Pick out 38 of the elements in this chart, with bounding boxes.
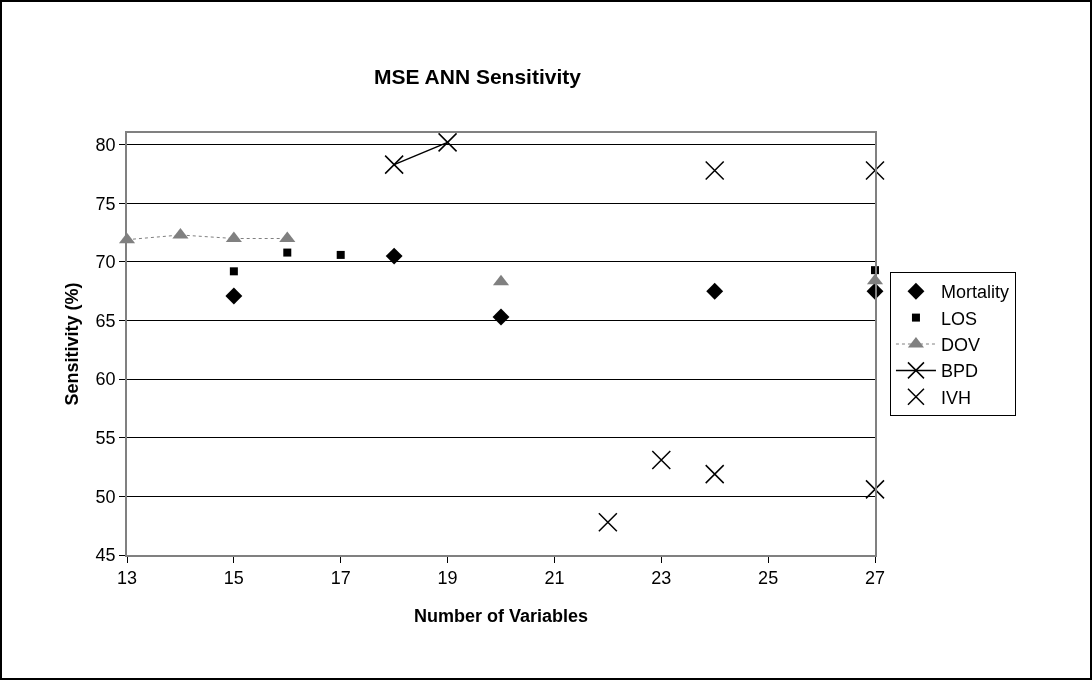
x-tick-label: 23: [651, 568, 672, 589]
point: [336, 250, 345, 259]
x-tick-label: 25: [758, 568, 779, 589]
y-tick-label: 45: [95, 545, 116, 566]
y-tick-label: 60: [95, 369, 116, 390]
y-tick-label: 80: [95, 135, 116, 156]
legend-label: BPD: [940, 361, 978, 382]
point: [704, 464, 725, 484]
legend-label: IVH: [940, 387, 971, 408]
legend-label: Mortality: [940, 282, 1009, 303]
point: [225, 287, 243, 305]
x-tick-label: 21: [544, 568, 565, 589]
point: [229, 267, 238, 276]
x-tick-label: 13: [116, 568, 138, 589]
y-tick-label: 65: [95, 310, 116, 331]
point: [865, 479, 885, 500]
point: [704, 160, 725, 181]
point: [492, 308, 510, 326]
point: [172, 227, 189, 239]
point: [706, 282, 724, 300]
y-axis-title: Sensitivity (%): [62, 282, 83, 406]
point: [651, 450, 672, 470]
y-tick-label: 75: [95, 193, 116, 214]
x-axis-title: Number of Variables: [413, 605, 589, 626]
legend-label: DOV: [940, 335, 980, 356]
y-tick-label: 70: [95, 252, 116, 273]
point: [598, 512, 618, 532]
chart-title: MSE ANN Sensitivity: [373, 64, 582, 88]
x-tick-label: 27: [864, 568, 886, 589]
y-tick-label: 55: [95, 428, 116, 449]
point: [283, 248, 292, 257]
legend-label: LOS: [940, 308, 977, 329]
x-tick-label: 17: [330, 568, 351, 589]
x-tick-label: 19: [437, 568, 458, 589]
point: [865, 160, 885, 181]
point: [385, 247, 403, 265]
x-tick-label: 15: [223, 568, 244, 589]
y-tick-label: 50: [95, 486, 116, 507]
